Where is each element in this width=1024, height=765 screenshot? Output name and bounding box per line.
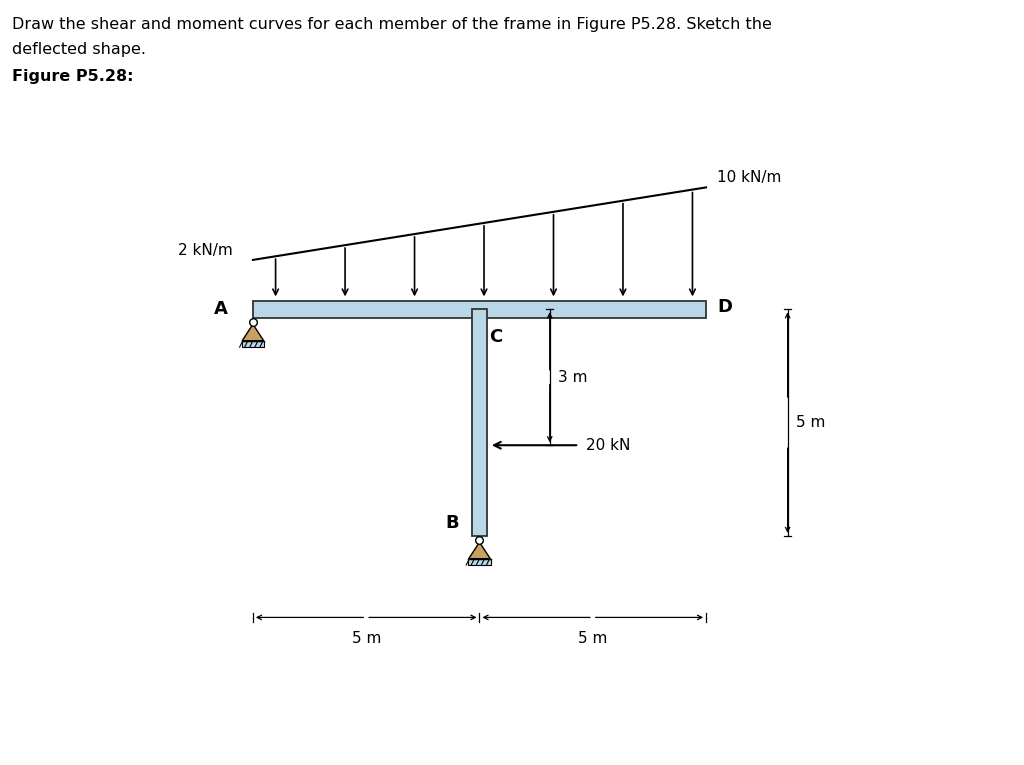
Bar — [472, 309, 486, 536]
Text: Figure P5.28:: Figure P5.28: — [12, 69, 134, 84]
Text: 5 m: 5 m — [351, 631, 381, 646]
Text: 2 kN/m: 2 kN/m — [178, 243, 232, 258]
Polygon shape — [242, 324, 264, 340]
Text: 3 m: 3 m — [558, 369, 588, 385]
Bar — [253, 301, 706, 318]
Text: 5 m: 5 m — [796, 415, 825, 430]
Polygon shape — [469, 542, 490, 558]
Text: C: C — [489, 328, 503, 346]
Text: D: D — [718, 298, 732, 316]
Text: 10 kN/m: 10 kN/m — [718, 170, 781, 185]
Text: deflected shape.: deflected shape. — [12, 42, 146, 57]
Text: 20 kN: 20 kN — [586, 438, 631, 453]
Text: B: B — [445, 514, 459, 532]
Text: 5 m: 5 m — [579, 631, 607, 646]
Text: Draw the shear and moment curves for each member of the frame in Figure P5.28. S: Draw the shear and moment curves for eac… — [12, 17, 772, 32]
Text: A: A — [214, 301, 228, 318]
Bar — [468, 558, 490, 565]
Bar — [242, 340, 264, 347]
